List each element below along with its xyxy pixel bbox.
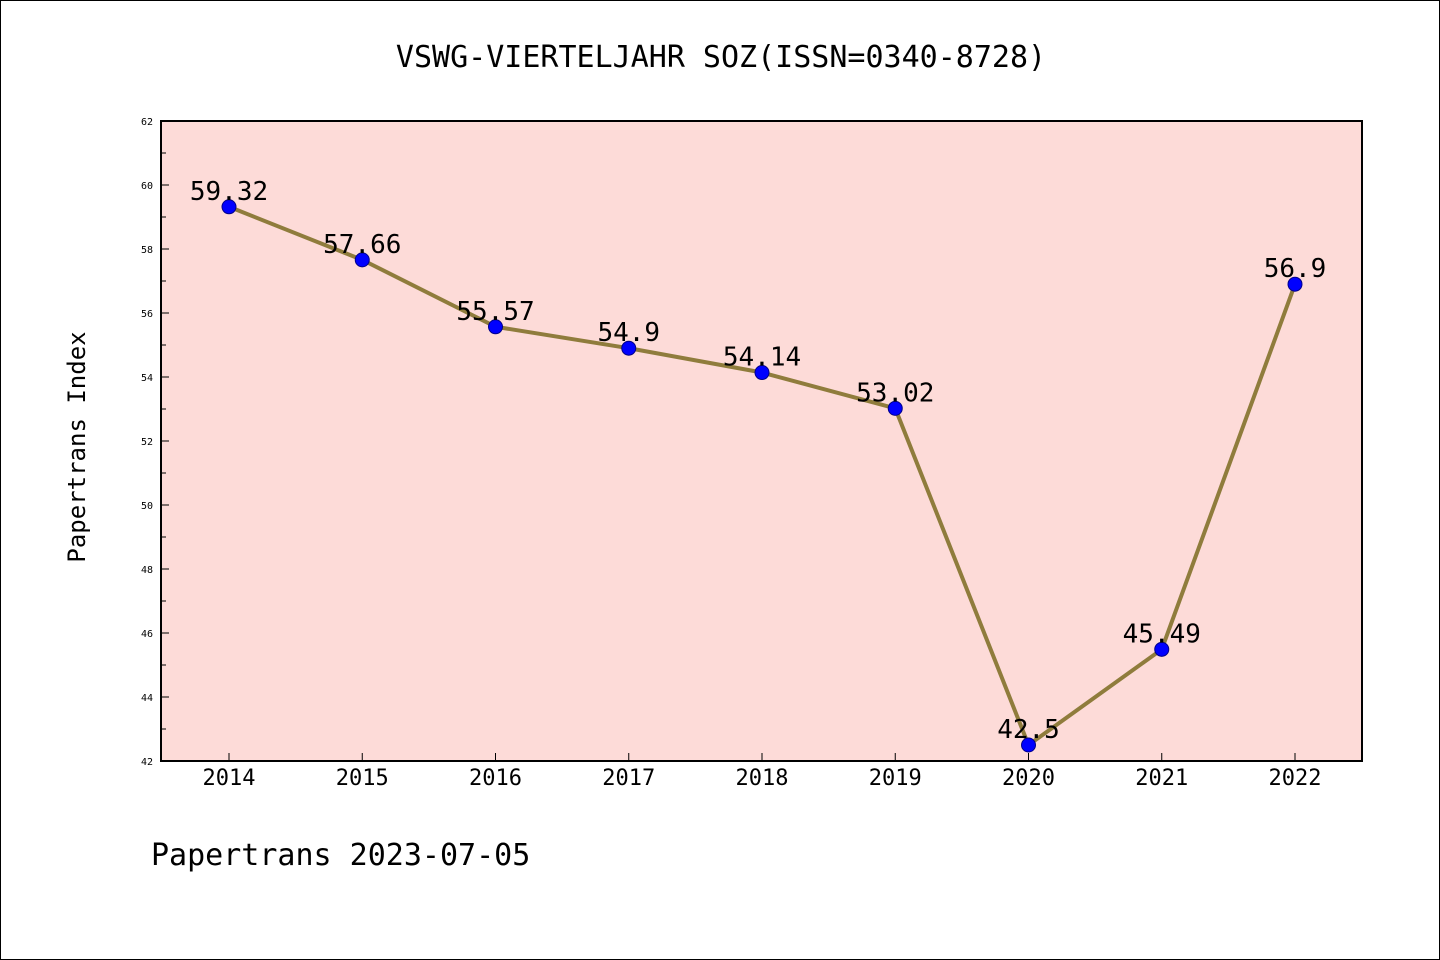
data-point xyxy=(754,365,770,381)
y-tick-label: 60 xyxy=(141,181,153,192)
data-label: 54.14 xyxy=(723,343,801,373)
x-tick-label: 2021 xyxy=(1135,766,1188,791)
data-label: 55.57 xyxy=(456,297,534,327)
data-point xyxy=(621,340,637,356)
data-point xyxy=(1154,641,1170,657)
data-point xyxy=(1287,276,1303,292)
y-tick-label: 44 xyxy=(141,693,153,704)
y-tick-label: 42 xyxy=(141,757,153,768)
x-tick-label: 2015 xyxy=(336,766,389,791)
x-tick-label: 2022 xyxy=(1269,766,1322,791)
x-tick-label: 2019 xyxy=(869,766,922,791)
chart-title: VSWG-VIERTELJAHR SOZ(ISSN=0340-8728) xyxy=(396,40,1046,75)
data-point xyxy=(221,199,237,215)
y-tick-label: 62 xyxy=(141,117,153,128)
data-label: 57.66 xyxy=(323,230,401,260)
data-label: 53.02 xyxy=(856,378,934,408)
data-point xyxy=(887,400,903,416)
data-markers xyxy=(221,199,1303,753)
y-tick-label: 58 xyxy=(141,245,153,256)
y-axis: 42 44 46 48 50 52 54 56 58 60 62 xyxy=(141,117,169,768)
x-tick-label: 2020 xyxy=(1002,766,1055,791)
data-point xyxy=(354,252,370,268)
y-tick-label: 52 xyxy=(141,437,153,448)
data-label: 45.49 xyxy=(1123,619,1201,649)
x-tick-label: 2017 xyxy=(602,766,655,791)
y-tick-label: 50 xyxy=(141,501,153,512)
data-label: 54.9 xyxy=(597,318,660,348)
x-axis: 2014 2015 2016 2017 2018 2019 2020 2021 2022 xyxy=(203,753,1322,791)
data-label: 56.9 xyxy=(1264,254,1327,284)
x-tick-label: 2014 xyxy=(203,766,256,791)
data-labels: 59.32 57.66 55.57 54.9 54.14 53.02 42.5 45.49 56… xyxy=(190,177,1326,745)
y-tick-label: 48 xyxy=(141,565,153,576)
footer-text: Papertrans 2023-07-05 xyxy=(151,838,530,873)
data-point xyxy=(1021,737,1036,753)
data-point xyxy=(488,319,503,335)
y-tick-label: 54 xyxy=(141,373,153,384)
plot-area xyxy=(161,121,1362,761)
y-tick-label: 46 xyxy=(141,629,153,640)
data-label: 59.32 xyxy=(190,177,268,207)
y-tick-label: 56 xyxy=(141,309,153,320)
plot-border xyxy=(160,120,1363,762)
x-tick-label: 2018 xyxy=(736,766,789,791)
x-tick-label: 2016 xyxy=(469,766,522,791)
data-label: 42.5 xyxy=(997,715,1060,745)
y-axis-label: Papertrans Index xyxy=(63,331,91,562)
